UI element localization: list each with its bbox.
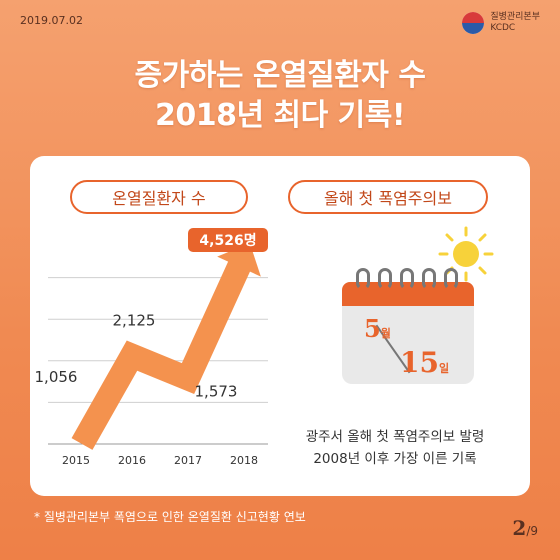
title-line-2: 2018년 최다 기록! bbox=[154, 98, 406, 133]
calendar-icon: 5월 15일 bbox=[342, 268, 474, 384]
page-current: 2 bbox=[512, 516, 527, 540]
patients-count-label: 온열질환자 수 bbox=[70, 180, 248, 214]
advisory-description: 광주서 올해 첫 폭염주의보 발령 2008년 이후 가장 이른 기록 bbox=[280, 426, 510, 470]
series-line bbox=[71, 250, 255, 450]
x-tick-label: 2018 bbox=[230, 454, 258, 467]
taegeuk-icon bbox=[462, 12, 485, 34]
title-line-1: 증가하는 온열질환자 수 bbox=[134, 58, 426, 93]
highlight-badge bbox=[188, 228, 268, 252]
page-title: 증가하는 온열질환자 수 2018년 최다 기록! bbox=[0, 56, 560, 136]
description-line-2: 2008년 이후 가장 이른 기록 bbox=[313, 451, 477, 467]
x-tick-label: 2015 bbox=[62, 454, 90, 467]
page-indicator: 2/9 bbox=[512, 516, 538, 540]
org-abbr: KCDC bbox=[490, 23, 516, 33]
calendar-day: 15일 bbox=[400, 346, 450, 379]
calendar-month: 5월 bbox=[364, 314, 391, 343]
date-label: 2019.07.02 bbox=[20, 14, 83, 27]
data-label: 1,573 bbox=[195, 383, 238, 401]
sun-icon bbox=[438, 226, 494, 282]
page-total: /9 bbox=[526, 524, 538, 538]
source-footnote: * 질병관리본부 폭염으로 인한 온열질환 신고현황 연보 bbox=[34, 510, 306, 524]
content-card: 온열질환자 수 올해 첫 폭염주의보 2015 2016 2017 2018 1,056… bbox=[30, 156, 530, 496]
kcdc-logo: 질병관리본부 KCDC bbox=[462, 12, 540, 34]
data-label: 1,056 bbox=[35, 368, 78, 386]
heat-advisory-label: 올해 첫 폭염주의보 bbox=[288, 180, 488, 214]
description-line-1: 광주서 올해 첫 폭염주의보 발령 bbox=[305, 429, 485, 445]
data-label: 2,125 bbox=[113, 312, 156, 330]
highlight-value: 4,526명 bbox=[199, 232, 256, 249]
patients-line-chart: 2015 2016 2017 2018 1,056 2,125 1,573 4,526명 bbox=[35, 228, 268, 467]
x-tick-label: 2016 bbox=[118, 454, 146, 467]
x-tick-label: 2017 bbox=[174, 454, 202, 467]
org-name: 질병관리본부 bbox=[490, 12, 540, 22]
